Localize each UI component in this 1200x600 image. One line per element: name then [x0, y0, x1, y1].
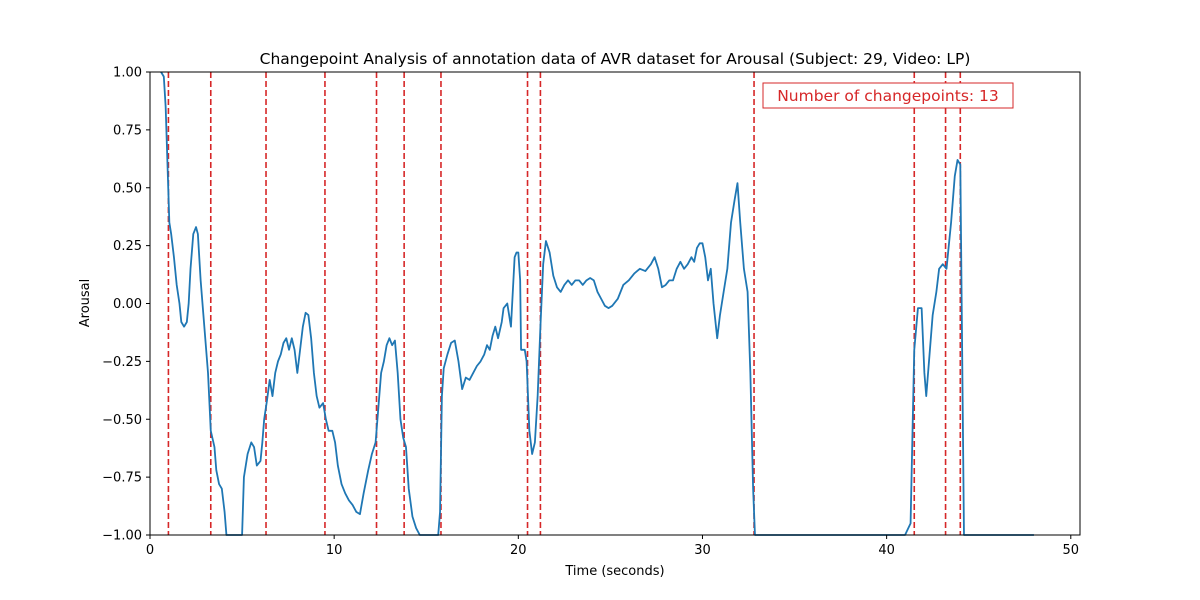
- chart-title: Changepoint Analysis of annotation data …: [260, 50, 971, 68]
- y-tick-label: 0.75: [113, 123, 142, 138]
- axes: 0 10 20 30 40 50 −1.00 −0.75 −0.50 −0.25 0.00 0.25 0…: [102, 66, 1081, 558]
- x-tick-label: 0: [146, 543, 154, 558]
- x-tick-label: 30: [694, 543, 711, 558]
- y-tick-label: −0.25: [102, 355, 142, 370]
- x-tick-label: 50: [1063, 543, 1080, 558]
- x-axis-title: Time (seconds): [564, 564, 664, 579]
- y-tick-label: 0.25: [113, 239, 142, 254]
- y-tick-label: 0.50: [113, 181, 142, 196]
- y-tick-label: −0.75: [102, 471, 142, 486]
- x-tick-label: 40: [878, 543, 895, 558]
- annotation-box: [762, 82, 1014, 109]
- y-axis-title: Arousal: [78, 279, 93, 328]
- x-tick-label: 20: [510, 543, 527, 558]
- changepoint-count-annotation: Number of changepoints: 13: [762, 82, 1014, 109]
- y-tick-label: −1.00: [102, 529, 142, 544]
- changepoint-lines: [167, 72, 962, 535]
- x-tick-label: 10: [326, 543, 343, 558]
- y-tick-label: 1.00: [113, 66, 142, 81]
- series-line-1: [160, 71, 1034, 536]
- annotation-text: Number of changepoints: 13: [777, 87, 999, 105]
- series-layer: [160, 71, 1034, 536]
- y-tick-label: 0.00: [113, 297, 142, 312]
- y-tick-label: −0.50: [102, 413, 142, 428]
